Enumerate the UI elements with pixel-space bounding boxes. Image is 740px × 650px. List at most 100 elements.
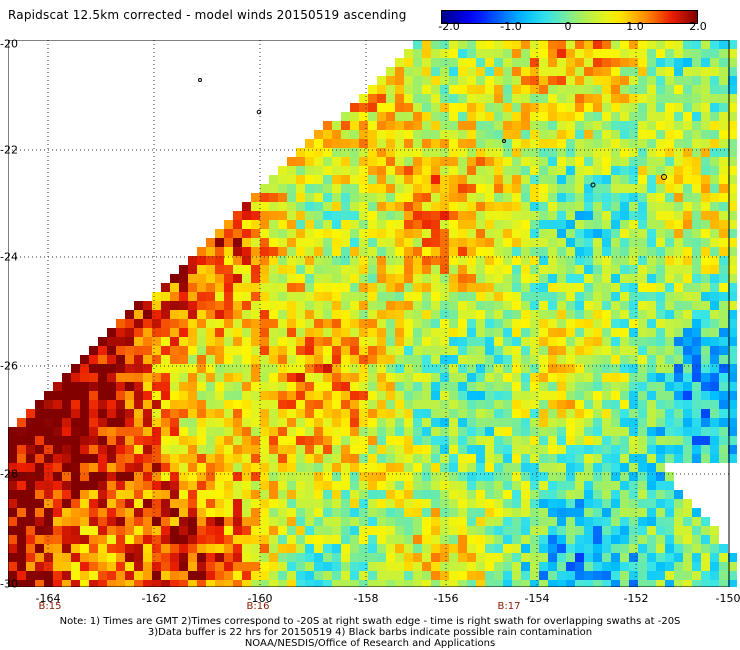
swath-cell	[143, 517, 152, 526]
swath-cell	[440, 112, 449, 121]
swath-cell	[215, 436, 224, 445]
lon-label: -162	[141, 592, 167, 605]
swath-cell	[602, 472, 611, 481]
swath-cell	[458, 256, 467, 265]
swath-cell	[719, 103, 728, 112]
swath-cell	[395, 391, 404, 400]
swath-cell	[44, 562, 53, 571]
swath-cell	[377, 247, 386, 256]
swath-cell	[557, 211, 566, 220]
swath-cell	[548, 184, 557, 193]
swath-cell	[602, 499, 611, 508]
swath-cell	[431, 319, 440, 328]
swath-cell	[629, 283, 638, 292]
swath-cell	[476, 445, 485, 454]
swath-cell	[503, 535, 512, 544]
swath-cell	[161, 301, 170, 310]
swath-cell	[305, 301, 314, 310]
swath-cell	[629, 499, 638, 508]
swath-cell	[503, 274, 512, 283]
swath-cell	[548, 265, 557, 274]
swath-cell	[701, 49, 710, 58]
swath-cell	[539, 94, 548, 103]
swath-cell	[566, 553, 575, 562]
swath-cell	[620, 526, 629, 535]
swath-cell	[449, 535, 458, 544]
swath-cell	[539, 418, 548, 427]
swath-cell	[440, 382, 449, 391]
swath-cell	[638, 310, 647, 319]
swath-cell	[602, 193, 611, 202]
swath-cell	[125, 508, 134, 517]
swath-cell	[80, 472, 89, 481]
swath-cell	[728, 319, 737, 328]
swath-cell	[566, 391, 575, 400]
swath-cell	[242, 382, 251, 391]
swath-cell	[575, 148, 584, 157]
swath-cell	[170, 355, 179, 364]
swath-cell	[548, 463, 557, 472]
swath-cell	[395, 283, 404, 292]
swath-cell	[80, 544, 89, 553]
swath-cell	[539, 346, 548, 355]
swath-cell	[494, 544, 503, 553]
swath-cell	[458, 499, 467, 508]
swath-cell	[341, 553, 350, 562]
swath-cell	[107, 580, 116, 587]
swath-cell	[440, 211, 449, 220]
swath-cell	[449, 373, 458, 382]
swath-cell	[404, 445, 413, 454]
swath-cell	[278, 310, 287, 319]
swath-cell	[134, 364, 143, 373]
swath-cell	[260, 418, 269, 427]
swath-cell	[575, 418, 584, 427]
swath-cell	[575, 463, 584, 472]
swath-cell	[665, 256, 674, 265]
swath-cell	[458, 175, 467, 184]
swath-cell	[224, 346, 233, 355]
swath-cell	[692, 418, 701, 427]
swath-cell	[251, 472, 260, 481]
swath-cell	[467, 148, 476, 157]
swath-cell	[197, 517, 206, 526]
swath-cell	[440, 301, 449, 310]
swath-cell	[368, 139, 377, 148]
swath-cell	[701, 544, 710, 553]
swath-cell	[449, 445, 458, 454]
swath-cell	[215, 229, 224, 238]
swath-cell	[143, 400, 152, 409]
swath-cell	[674, 346, 683, 355]
swath-cell	[656, 445, 665, 454]
swath-cell	[125, 454, 134, 463]
swath-cell	[503, 526, 512, 535]
swath-cell	[512, 526, 521, 535]
swath-cell	[548, 130, 557, 139]
swath-cell	[530, 319, 539, 328]
swath-cell	[287, 265, 296, 274]
swath-cell	[548, 427, 557, 436]
swath-cell	[368, 481, 377, 490]
swath-cell	[458, 310, 467, 319]
swath-cell	[521, 355, 530, 364]
swath-cell	[584, 508, 593, 517]
swath-cell	[647, 436, 656, 445]
swath-cell	[611, 562, 620, 571]
swath-cell	[494, 373, 503, 382]
swath-cell	[575, 355, 584, 364]
swath-cell	[332, 553, 341, 562]
swath-cell	[467, 580, 476, 587]
swath-cell	[386, 76, 395, 85]
swath-cell	[539, 202, 548, 211]
swath-cell	[143, 508, 152, 517]
swath-cell	[116, 328, 125, 337]
swath-cell	[557, 49, 566, 58]
swath-cell	[566, 418, 575, 427]
swath-cell	[674, 490, 683, 499]
swath-cell	[512, 310, 521, 319]
swath-cell	[71, 400, 80, 409]
swath-cell	[278, 481, 287, 490]
swath-cell	[566, 580, 575, 587]
swath-cell	[548, 580, 557, 587]
swath-cell	[539, 517, 548, 526]
swath-cell	[485, 328, 494, 337]
